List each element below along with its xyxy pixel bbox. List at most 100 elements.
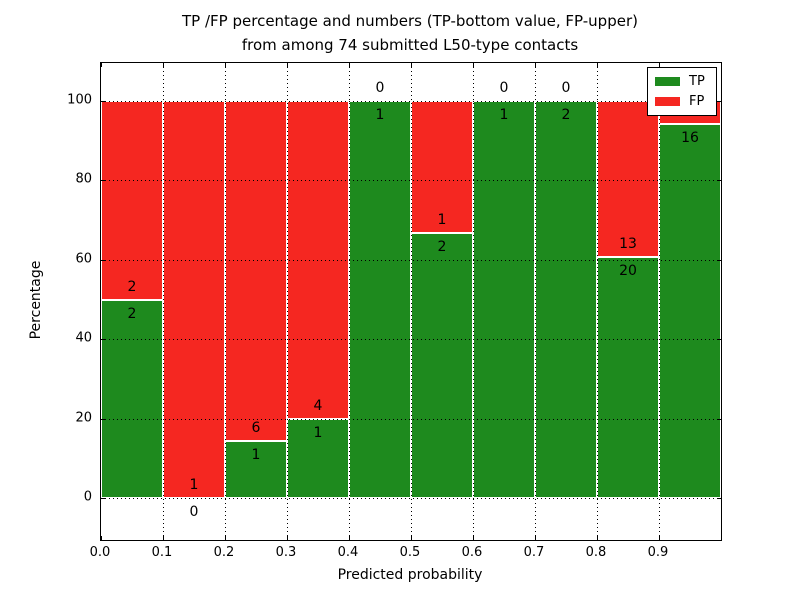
bar-fp-segment [597, 101, 659, 258]
x-tick-mark [101, 63, 102, 67]
plot-area: TP FP 22106141011201021320116 [100, 62, 722, 541]
bar-tp-segment [411, 233, 473, 498]
x-tick-mark [535, 63, 536, 67]
horizontal-gridline [101, 418, 721, 420]
x-tick-label: 0.9 [647, 545, 669, 560]
bar-fp-segment [101, 101, 163, 300]
vertical-gridline [659, 63, 660, 540]
vertical-gridline [411, 63, 412, 540]
x-tick-label: 0.0 [89, 545, 111, 560]
x-tick-mark [287, 536, 288, 540]
tp-count-label: 0 [189, 504, 199, 520]
x-tick-mark [101, 536, 102, 540]
y-tick-label: 80 [75, 171, 92, 187]
fp-count-label: 0 [499, 80, 509, 96]
fp-count-label: 2 [127, 278, 137, 295]
y-tick-label: 60 [75, 251, 92, 267]
bar-tp-segment [101, 299, 163, 498]
fp-count-label: 0 [561, 80, 571, 96]
chart-title-line2: from among 74 submitted L50-type contact… [241, 36, 579, 54]
x-tick-label: 0.8 [585, 545, 607, 560]
fp-count-label: 13 [619, 236, 637, 253]
x-tick-mark [659, 63, 660, 67]
bar-tp-segment [287, 418, 349, 498]
x-tick-mark [721, 63, 722, 67]
y-tick-mark [717, 101, 721, 102]
x-tick-mark [225, 536, 226, 540]
bar-tp-segment [535, 101, 597, 498]
tp-count-label: 1 [375, 107, 385, 123]
y-tick-mark [101, 101, 105, 102]
chart-title-line1: TP /FP percentage and numbers (TP-bottom… [182, 12, 638, 30]
bar-tp-segment [225, 441, 287, 498]
y-tick-mark [717, 259, 721, 261]
bar-fp-segment [411, 101, 473, 234]
legend: TP FP [647, 67, 717, 116]
y-tick-label: 40 [75, 330, 92, 346]
horizontal-gridline [101, 180, 721, 182]
tp-count-label: 2 [437, 239, 447, 256]
y-tick-mark [101, 259, 105, 261]
horizontal-gridline [101, 339, 721, 341]
x-tick-label: 0.7 [523, 545, 545, 560]
y-tick-mark [101, 498, 105, 499]
tp-count-label: 1 [251, 447, 261, 464]
y-tick-label: 0 [83, 489, 92, 505]
legend-item-fp: FP [655, 94, 716, 109]
x-tick-mark [163, 536, 164, 540]
horizontal-gridline [101, 498, 721, 499]
x-axis-label: Predicted probability [337, 567, 483, 583]
x-tick-mark [721, 536, 722, 540]
y-tick-mark [717, 418, 721, 420]
tp-count-label: 1 [313, 424, 323, 441]
tp-count-label: 2 [127, 305, 137, 322]
legend-item-tp: TP [655, 74, 716, 89]
tp-count-label: 20 [619, 263, 637, 280]
y-tick-label: 20 [75, 410, 92, 426]
fp-count-label: 1 [189, 477, 199, 493]
bar-tp-segment [473, 101, 535, 498]
x-tick-mark [225, 63, 226, 67]
x-tick-mark [349, 63, 350, 67]
tp-count-label: 2 [561, 107, 571, 123]
legend-label-tp: TP [689, 74, 705, 89]
x-tick-mark [597, 536, 598, 540]
horizontal-gridline [101, 101, 721, 102]
vertical-gridline [287, 63, 288, 540]
y-tick-label: 100 [67, 92, 92, 108]
bar-fp-segment [225, 101, 287, 442]
x-tick-mark [163, 63, 164, 67]
fp-swatch-icon [655, 97, 680, 106]
x-tick-mark [349, 536, 350, 540]
fp-count-label: 6 [251, 420, 261, 437]
vertical-gridline [473, 63, 474, 540]
bar-tp-segment [597, 257, 659, 498]
horizontal-gridline [101, 259, 721, 261]
y-tick-mark [717, 339, 721, 341]
x-tick-mark [597, 63, 598, 67]
tp-count-label: 1 [499, 107, 509, 123]
y-tick-mark [101, 180, 105, 182]
x-tick-mark [535, 536, 536, 540]
bar-fp-segment [163, 101, 225, 498]
x-tick-mark [411, 63, 412, 67]
x-tick-label: 0.4 [337, 545, 359, 560]
fp-count-label: 1 [437, 212, 447, 229]
tp-swatch-icon [655, 77, 680, 86]
x-tick-mark [473, 63, 474, 67]
x-tick-label: 0.1 [151, 545, 173, 560]
legend-label-fp: FP [689, 94, 705, 109]
x-tick-mark [473, 536, 474, 540]
x-tick-mark [287, 63, 288, 67]
x-tick-label: 0.5 [399, 545, 421, 560]
x-tick-label: 0.6 [461, 545, 483, 560]
y-tick-mark [717, 498, 721, 499]
vertical-gridline [163, 63, 164, 540]
y-tick-mark [101, 418, 105, 420]
x-tick-label: 0.2 [213, 545, 235, 560]
y-tick-mark [717, 180, 721, 182]
fp-count-label: 4 [313, 397, 323, 414]
x-tick-mark [659, 536, 660, 540]
bar-tp-segment [349, 101, 411, 498]
